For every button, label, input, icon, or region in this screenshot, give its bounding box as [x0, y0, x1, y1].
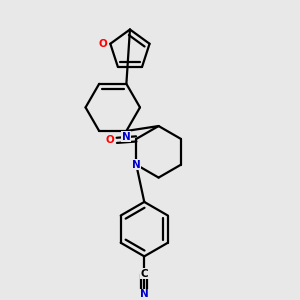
Text: C: C: [140, 268, 148, 278]
Text: N: N: [122, 132, 131, 142]
Text: N: N: [132, 160, 141, 170]
Text: O: O: [105, 135, 114, 146]
Text: O: O: [99, 39, 108, 49]
Text: N: N: [140, 289, 148, 299]
